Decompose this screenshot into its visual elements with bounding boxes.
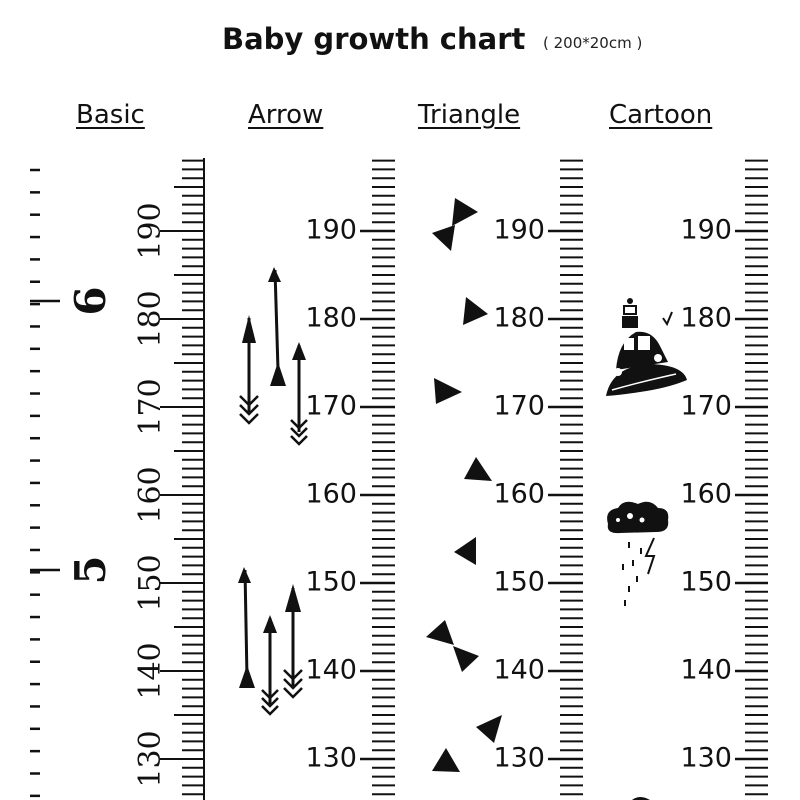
basic-feet-label-5: 5	[66, 555, 115, 584]
arrow-decorations	[238, 267, 308, 716]
basic-feet-label-6: 6	[66, 286, 115, 315]
basic-label-130: 130	[133, 730, 168, 787]
column-label-basic: Basic	[76, 100, 145, 130]
arrow-label-180: 180	[305, 303, 357, 334]
cartoon-car-icon	[606, 298, 687, 396]
triangle-icon	[454, 537, 476, 565]
arrow-icon	[238, 567, 255, 688]
triangle-icon	[476, 715, 502, 743]
cartoon-label-190: 190	[680, 215, 732, 246]
page-title: Baby growth chart	[222, 22, 526, 56]
triangle-label-150: 150	[493, 567, 545, 598]
cartoon-ruler-ticks	[735, 159, 768, 796]
basic-ruler-ticks	[160, 158, 205, 800]
basic-label-140: 140	[133, 642, 168, 699]
basic-label-190: 190	[133, 202, 168, 259]
arrow-ruler-ticks	[360, 159, 395, 796]
arrow-label-140: 140	[305, 655, 357, 686]
cloud-partial-icon	[632, 797, 650, 800]
arrow-icon	[268, 267, 286, 386]
triangle-label-170: 170	[493, 391, 545, 422]
basic-label-150: 150	[133, 554, 168, 611]
arrow-label-170: 170	[305, 391, 357, 422]
cartoon-label-180: 180	[680, 303, 732, 334]
arrow-label-190: 190	[305, 215, 357, 246]
page-subtitle: ( 200*20cm )	[543, 34, 643, 52]
cartoon-label-140: 140	[680, 655, 732, 686]
arrow-icon	[261, 615, 279, 716]
triangle-label-190: 190	[493, 215, 545, 246]
arrow-icon	[283, 584, 303, 699]
triangle-decorations	[426, 198, 502, 772]
rain-drops	[622, 542, 642, 606]
triangle-label-180: 180	[493, 303, 545, 334]
arrow-icon	[290, 342, 308, 446]
basic-label-160: 160	[133, 466, 168, 523]
arrow-icon	[239, 315, 259, 425]
triangle-label-160: 160	[493, 479, 545, 510]
triangle-icon	[432, 748, 460, 772]
cartoon-label-150: 150	[680, 567, 732, 598]
cloud-icon	[607, 501, 669, 534]
triangle-icon	[464, 457, 492, 481]
triangle-ruler-ticks	[548, 159, 583, 796]
basic-label-180: 180	[133, 290, 168, 347]
basic-label-170: 170	[133, 378, 168, 435]
triangle-label-140: 140	[493, 655, 545, 686]
arrow-label-130: 130	[305, 743, 357, 774]
triangle-label-130: 130	[493, 743, 545, 774]
column-label-triangle: Triangle	[418, 100, 521, 130]
arrow-label-150: 150	[305, 567, 357, 598]
bowtie-icon	[432, 198, 478, 251]
triangle-icon	[463, 297, 488, 325]
lightning-icon	[644, 537, 656, 575]
arrow-label-160: 160	[305, 479, 357, 510]
bowtie-icon	[426, 620, 479, 672]
cartoon-label-130: 130	[680, 743, 732, 774]
column-label-cartoon: Cartoon	[609, 100, 713, 130]
cartoon-label-160: 160	[680, 479, 732, 510]
cartoon-label-170: 170	[680, 391, 732, 422]
column-label-arrow: Arrow	[248, 100, 324, 130]
basic-inch-ticks	[30, 168, 60, 798]
triangle-icon	[434, 378, 462, 404]
